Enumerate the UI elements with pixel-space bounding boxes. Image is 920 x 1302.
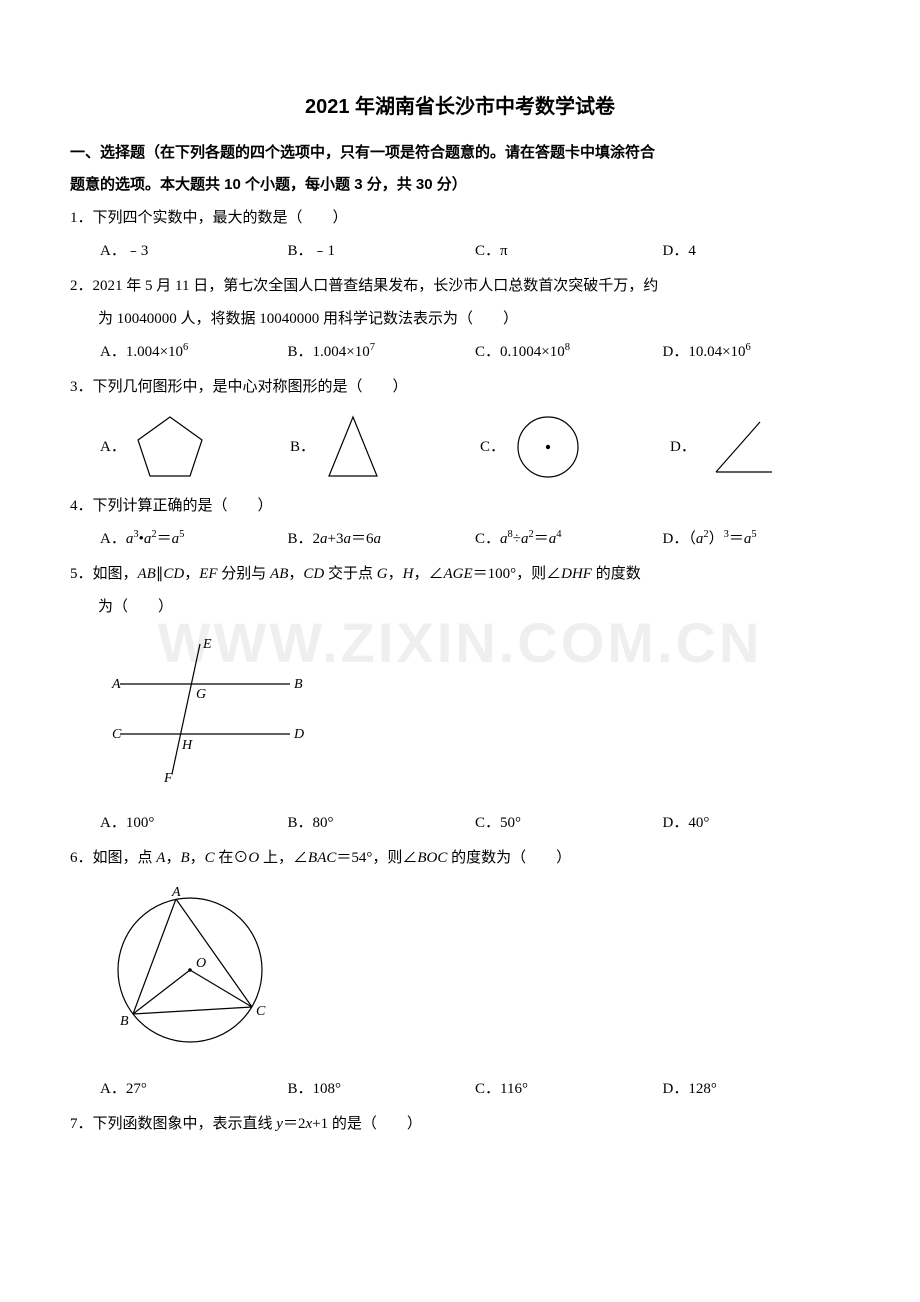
triangle-icon	[323, 412, 383, 482]
page-title: 2021 年湖南省长沙市中考数学试卷	[70, 90, 850, 119]
q6-options: A．27° B．108° C．116° D．128°	[70, 1073, 850, 1106]
question-6: 6．如图，点 A，B，C 在⊙O 上，∠BAC＝54°，则∠BOC 的度数为（ …	[70, 842, 850, 1106]
q2-opt-b: B．1.004×107	[288, 336, 476, 369]
svg-text:A: A	[171, 885, 181, 900]
q1-text: 1．下列四个实数中，最大的数是（ ）	[70, 202, 850, 235]
q6-opt-d: D．128°	[663, 1073, 851, 1106]
q1-opt-b: B．﹣1	[288, 235, 476, 268]
q1-opt-c: C．π	[475, 235, 663, 268]
q2c-pre: C．0.1004×10	[475, 344, 565, 360]
q3-opt-b: B．	[290, 412, 470, 482]
question-7: 7．下列函数图象中，表示直线 y＝2x+1 的是（ ）	[70, 1108, 850, 1141]
svg-text:A: A	[111, 677, 121, 692]
q2d-sup: 6	[746, 342, 751, 353]
q5-opt-b: B．80°	[288, 807, 476, 840]
q3b-label: B．	[290, 431, 315, 464]
parallel-lines-figure: A B C D E F G H	[100, 634, 310, 784]
q4-opt-a: A．a3•a2＝a5	[100, 523, 288, 556]
q2-line2: 为 10040000 人，将数据 10040000 用科学记数法表示为（ ）	[70, 303, 850, 336]
question-5: 5．如图，AB∥CD，EF 分别与 AB，CD 交于点 G，H，∠AGE＝100…	[70, 558, 850, 840]
q4-text: 4．下列计算正确的是（ ）	[70, 490, 850, 523]
q1-opt-d: D．4	[663, 235, 851, 268]
svg-text:B: B	[120, 1014, 129, 1029]
q4-opt-b: B．2a+3a＝6a	[288, 523, 476, 556]
q2b-sup: 7	[370, 342, 375, 353]
q6-figure: A B C O	[70, 885, 850, 1063]
section-header-2: 题意的选项。本大题共 10 个小题，每小题 3 分，共 30 分）	[70, 169, 850, 201]
q3d-label: D．	[670, 431, 696, 464]
q7-text: 7．下列函数图象中，表示直线 y＝2x+1 的是（ ）	[70, 1108, 850, 1141]
q5-figure: A B C D E F G H	[70, 634, 850, 797]
q2-opt-c: C．0.1004×108	[475, 336, 663, 369]
question-1: 1．下列四个实数中，最大的数是（ ） A．﹣3 B．﹣1 C．π D．4	[70, 202, 850, 268]
q1-options: A．﹣3 B．﹣1 C．π D．4	[70, 235, 850, 268]
q5-opt-a: A．100°	[100, 807, 288, 840]
q6-opt-c: C．116°	[475, 1073, 663, 1106]
q2-line1: 2．2021 年 5 月 11 日，第七次全国人口普查结果发布，长沙市人口总数首…	[70, 270, 850, 303]
svg-text:B: B	[294, 677, 303, 692]
question-2: 2．2021 年 5 月 11 日，第七次全国人口普查结果发布，长沙市人口总数首…	[70, 270, 850, 369]
q2-opt-d: D．10.04×106	[663, 336, 851, 369]
q2d-pre: D．10.04×10	[663, 344, 746, 360]
svg-text:E: E	[202, 637, 212, 652]
q3c-label: C．	[480, 431, 505, 464]
q5-line1: 5．如图，AB∥CD，EF 分别与 AB，CD 交于点 G，H，∠AGE＝100…	[70, 558, 850, 591]
q6-opt-b: B．108°	[288, 1073, 476, 1106]
q3-options: A． B． C． D．	[70, 412, 850, 482]
svg-text:C: C	[112, 727, 122, 742]
q5-line2: 为（ ）	[70, 591, 850, 624]
q5-opt-d: D．40°	[663, 807, 851, 840]
q6-opt-a: A．27°	[100, 1073, 288, 1106]
q2-opt-a: A．1.004×106	[100, 336, 288, 369]
page-content: 2021 年湖南省长沙市中考数学试卷 一、选择题（在下列各题的四个选项中，只有一…	[70, 90, 850, 1141]
svg-text:H: H	[181, 738, 193, 753]
question-3: 3．下列几何图形中，是中心对称图形的是（ ） A． B． C．	[70, 371, 850, 482]
q5-options: A．100° B．80° C．50° D．40°	[70, 807, 850, 840]
q1-opt-a: A．﹣3	[100, 235, 288, 268]
question-4: 4．下列计算正确的是（ ） A．a3•a2＝a5 B．2a+3a＝6a C．a8…	[70, 490, 850, 556]
angle-icon	[704, 414, 776, 480]
q2c-sup: 8	[565, 342, 570, 353]
section-header-1: 一、选择题（在下列各题的四个选项中，只有一项是符合题意的。请在答题卡中填涂符合	[70, 137, 850, 169]
svg-text:D: D	[293, 727, 304, 742]
q4-opt-c: C．a8÷a2＝a4	[475, 523, 663, 556]
q5-opt-c: C．50°	[475, 807, 663, 840]
svg-text:F: F	[163, 771, 173, 784]
q3-opt-d: D．	[670, 414, 850, 480]
svg-text:G: G	[196, 687, 206, 702]
q2-options: A．1.004×106 B．1.004×107 C．0.1004×108 D．1…	[70, 336, 850, 369]
pentagon-icon	[134, 412, 206, 482]
svg-text:C: C	[256, 1004, 266, 1019]
circle-inscribed-figure: A B C O	[100, 885, 280, 1050]
q4-opt-d: D．（a2）3＝a5	[663, 523, 851, 556]
q3-text: 3．下列几何图形中，是中心对称图形的是（ ）	[70, 371, 850, 404]
svg-text:O: O	[196, 956, 206, 971]
q4-options: A．a3•a2＝a5 B．2a+3a＝6a C．a8÷a2＝a4 D．（a2）3…	[70, 523, 850, 556]
q3-opt-c: C．	[480, 412, 660, 482]
q2a-sup: 6	[183, 342, 188, 353]
q2b-pre: B．1.004×10	[288, 344, 370, 360]
circle-dot-icon	[513, 412, 583, 482]
q3a-label: A．	[100, 431, 126, 464]
q2a-pre: A．1.004×10	[100, 344, 183, 360]
q3-opt-a: A．	[100, 412, 280, 482]
q6-text: 6．如图，点 A，B，C 在⊙O 上，∠BAC＝54°，则∠BOC 的度数为（ …	[70, 842, 850, 875]
